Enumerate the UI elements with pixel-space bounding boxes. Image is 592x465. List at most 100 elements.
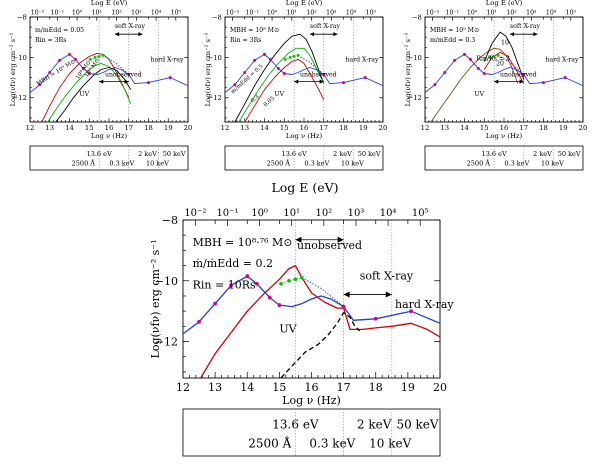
energy-label: 13.6 eV	[87, 150, 112, 158]
chart-panel-large: 12 13 14 15 16 17 18 19 20 10⁻² 10⁻¹ 10⁰ 10¹ 10² 10³ 10…	[149, 208, 454, 457]
data-point	[563, 76, 567, 80]
data-point-green	[93, 55, 97, 59]
data-point-green	[300, 275, 304, 280]
series-line-0	[430, 47, 519, 122]
dotted-bridge	[301, 277, 344, 307]
data-point	[245, 274, 250, 279]
x-tick-label: 19	[359, 124, 368, 132]
series-line-1	[483, 31, 525, 80]
soft-xray-arrow-head-right	[385, 291, 392, 298]
x-tick-label: 16	[300, 124, 309, 132]
energy-label: 0.3 keV	[504, 160, 529, 168]
y-tick-label: −8	[17, 13, 27, 21]
data-point	[433, 83, 437, 87]
energy-label: 2500 Å	[248, 436, 291, 451]
series-line-1	[183, 275, 440, 335]
top-tick-label: 10⁻²	[226, 10, 240, 17]
annotation: 10	[501, 39, 509, 46]
data-point	[262, 52, 267, 56]
top-tick-label: 10³	[326, 10, 337, 17]
top-tick-label: 10⁻¹	[51, 10, 65, 17]
series-line-3	[225, 53, 383, 94]
data-layer	[425, 31, 583, 122]
x-tick-label: 13	[45, 124, 54, 132]
data-layer	[225, 33, 383, 122]
data-point	[58, 58, 62, 62]
top-tick-label: 10³	[131, 10, 142, 17]
data-point	[522, 73, 526, 77]
x-tick-label: 17	[124, 124, 133, 132]
data-point-green	[283, 57, 287, 61]
top-tick-label: 10⁻¹	[246, 10, 260, 17]
energy-label: 2500 Å	[72, 159, 96, 168]
x-axis-title: Log ν (Hz)	[486, 132, 523, 140]
x-tick-label: 12	[26, 124, 35, 132]
top-tick-label: 10¹	[487, 10, 497, 17]
energy-label: 2500 Å	[467, 159, 491, 168]
unobserved-arrow-head-left	[294, 79, 299, 84]
x-tick-label: 14	[65, 124, 74, 132]
unobserved-arrow-head-left	[99, 79, 104, 84]
annotation: hard X-ray	[545, 56, 578, 63]
energy-label: 10 keV	[341, 160, 364, 168]
annotation: unobserved	[297, 239, 362, 252]
top-tick-label: 10⁴	[346, 10, 357, 17]
data-point	[322, 73, 326, 77]
chart-panel-small-right: 12 13 14 15 16 17 18 19 20 10⁻² 10⁻¹ 10⁰ 10¹ 10² 10³ 10…	[404, 0, 587, 171]
soft-xray-arrow-head-left	[309, 32, 315, 37]
annotation: hard X-ray	[150, 56, 183, 63]
series-line-2	[244, 58, 325, 122]
x-tick-label: 18	[369, 381, 383, 394]
top-tick-label: 10²	[111, 10, 122, 17]
energy-label: 2 keV	[357, 418, 392, 432]
unobserved-arrow-head-right	[519, 79, 524, 84]
y-axis-title: Log(νfν) erg cm⁻² s⁻¹	[404, 32, 412, 106]
data-point-green	[296, 53, 300, 57]
data-point	[443, 71, 447, 75]
annotation: soft X-ray	[360, 269, 414, 282]
x-tick-label: 20	[184, 124, 193, 132]
y-tick-label: −8	[212, 13, 222, 21]
data-point	[462, 52, 467, 56]
unobserved-arrow-head-left	[494, 79, 499, 84]
annotation: ṁ/ṁEdd = 0.2	[193, 257, 273, 270]
soft-xray-arrow-head-right	[333, 32, 338, 37]
series-line-0	[41, 52, 130, 122]
data-point-green	[483, 57, 487, 61]
y-axis-title: Log(νfν) erg cm⁻² s⁻¹	[204, 32, 212, 106]
energy-label: 2 keV	[333, 150, 352, 158]
x-tick-label: 12	[176, 381, 190, 394]
annotation: UV	[274, 91, 284, 98]
soft-xray-arrow-head-right	[138, 32, 143, 37]
soft-xray-arrow-head-left	[509, 32, 515, 37]
data-point	[482, 72, 486, 76]
annotation: hard X-ray	[345, 56, 378, 63]
x-tick-label: 12	[221, 124, 230, 132]
annotation: Rin = 3Rs	[230, 37, 262, 44]
y-axis-title: Log(νfν) erg cm⁻² s⁻¹	[9, 32, 17, 106]
series-line-3	[425, 53, 583, 94]
data-point	[48, 71, 52, 75]
data-point	[276, 66, 280, 71]
data-point	[468, 57, 472, 61]
top-tick-label: 10⁴	[151, 10, 162, 17]
energy-box	[29, 145, 189, 171]
data-point-green	[279, 282, 283, 286]
data-point-green	[101, 53, 105, 57]
energy-label: 10 keV	[541, 160, 564, 168]
data-point	[127, 73, 131, 77]
x-tick-label: 14	[240, 381, 254, 394]
top-tick-label: 10⁻¹	[446, 10, 460, 17]
top-tick-label: 10⁰	[72, 10, 83, 17]
x-tick-label: 19	[559, 124, 568, 132]
unobserved-arrow-head-right	[124, 79, 129, 84]
green-dotted	[90, 55, 104, 60]
data-point	[81, 66, 85, 71]
y-axis-title: Log(νfν) erg cm⁻² s⁻¹	[149, 240, 162, 359]
series-line-2	[483, 51, 525, 84]
top-tick-label: 10⁵	[566, 10, 577, 17]
annotation: m/mEdd = 0.5	[230, 63, 265, 95]
series-line-3	[30, 53, 188, 94]
data-point	[268, 57, 272, 61]
series-line-2	[55, 67, 132, 122]
